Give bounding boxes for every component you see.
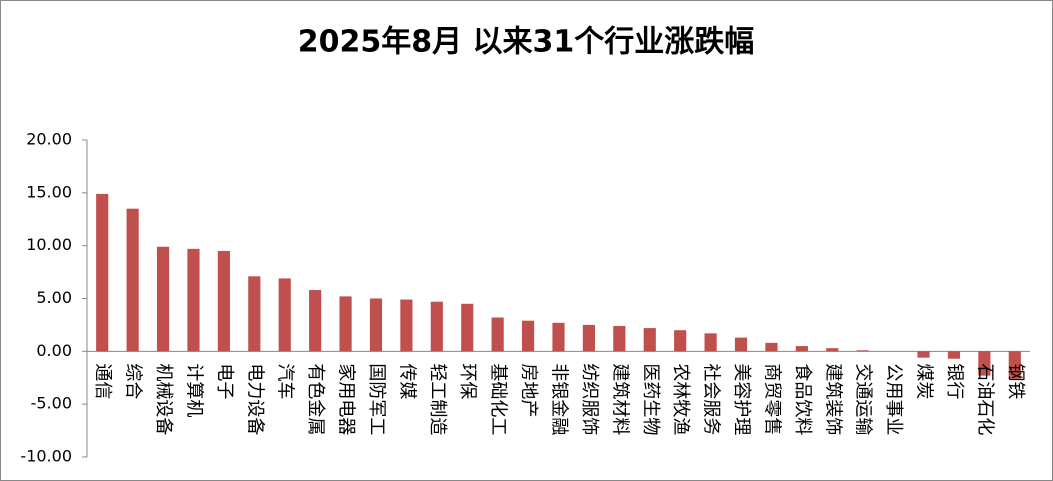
x-tick-label: 公用事业 xyxy=(883,363,904,435)
bar xyxy=(795,346,808,352)
y-tick-label: 10.00 xyxy=(26,235,72,254)
bar xyxy=(765,342,778,352)
bar xyxy=(613,325,626,352)
bar xyxy=(674,330,687,352)
bar xyxy=(552,322,565,352)
bar xyxy=(856,350,869,352)
x-tick-label: 机械设备 xyxy=(153,363,174,435)
x-tick-label: 通信 xyxy=(92,363,113,399)
bar xyxy=(278,278,291,352)
bar xyxy=(96,193,109,352)
bar xyxy=(1008,351,1021,379)
bar xyxy=(400,299,413,352)
bar xyxy=(461,303,474,352)
x-tick-label: 基础化工 xyxy=(488,363,509,435)
y-tick-label: -5.00 xyxy=(31,394,72,413)
bar xyxy=(309,290,322,352)
x-tick-label: 轻工制造 xyxy=(427,363,448,435)
x-tick-label: 非银金融 xyxy=(549,363,570,435)
x-tick-label: 社会服务 xyxy=(701,363,722,435)
x-tick-label: 商贸零售 xyxy=(761,363,782,435)
x-tick-label: 环保 xyxy=(457,363,478,399)
x-tick-label: 农林牧渔 xyxy=(670,363,691,435)
bar xyxy=(643,328,656,352)
y-tick-label: 20.00 xyxy=(26,130,72,149)
x-tick-label: 传媒 xyxy=(396,363,417,399)
bar xyxy=(947,351,961,359)
bar xyxy=(369,298,383,352)
x-tick-label: 医药生物 xyxy=(640,363,661,435)
y-tick-label: 5.00 xyxy=(36,288,72,307)
bar xyxy=(217,250,230,352)
x-tick-label: 石油石化 xyxy=(974,363,995,435)
bar xyxy=(339,296,352,352)
bar xyxy=(826,348,839,352)
x-tick-label: 交通运输 xyxy=(853,363,874,435)
x-tick-label: 钢铁 xyxy=(1005,363,1026,399)
x-tick-label: 建筑装饰 xyxy=(822,363,843,435)
x-tick-label: 纺织服饰 xyxy=(579,363,600,435)
bar xyxy=(734,337,748,352)
x-tick-label: 房地产 xyxy=(518,363,539,417)
bar xyxy=(582,324,596,352)
bar xyxy=(126,208,139,352)
x-tick-label: 有色金属 xyxy=(305,363,326,435)
bar xyxy=(491,317,504,352)
bar xyxy=(430,301,443,352)
bar xyxy=(521,320,535,352)
bar xyxy=(187,248,200,352)
chart-title: 2025年8月 以来31个行业涨跌幅 xyxy=(298,25,755,60)
y-tick-label: 15.00 xyxy=(26,182,72,201)
x-tick-label: 家用电器 xyxy=(336,363,357,435)
bar xyxy=(978,351,991,376)
bar xyxy=(156,246,170,352)
x-tick-label: 食品饮料 xyxy=(792,363,813,435)
x-tick-label: 综合 xyxy=(123,363,144,399)
y-tick-label: -10.00 xyxy=(20,447,72,466)
x-tick-label: 计算机 xyxy=(183,363,204,417)
x-tick-label: 煤炭 xyxy=(914,363,935,399)
x-tick-label: 国防军工 xyxy=(366,363,387,435)
x-tick-label: 电力设备 xyxy=(244,363,265,435)
x-tick-label: 银行 xyxy=(944,363,965,399)
bar xyxy=(248,276,261,352)
x-tick-label: 美容护理 xyxy=(731,363,752,435)
bar xyxy=(917,351,930,358)
x-tick-label: 汽车 xyxy=(275,363,296,399)
y-tick-label: 0.00 xyxy=(36,341,72,360)
x-tick-label: 电子 xyxy=(214,363,235,399)
x-tick-label: 建筑材料 xyxy=(609,363,630,435)
bar xyxy=(704,333,717,352)
